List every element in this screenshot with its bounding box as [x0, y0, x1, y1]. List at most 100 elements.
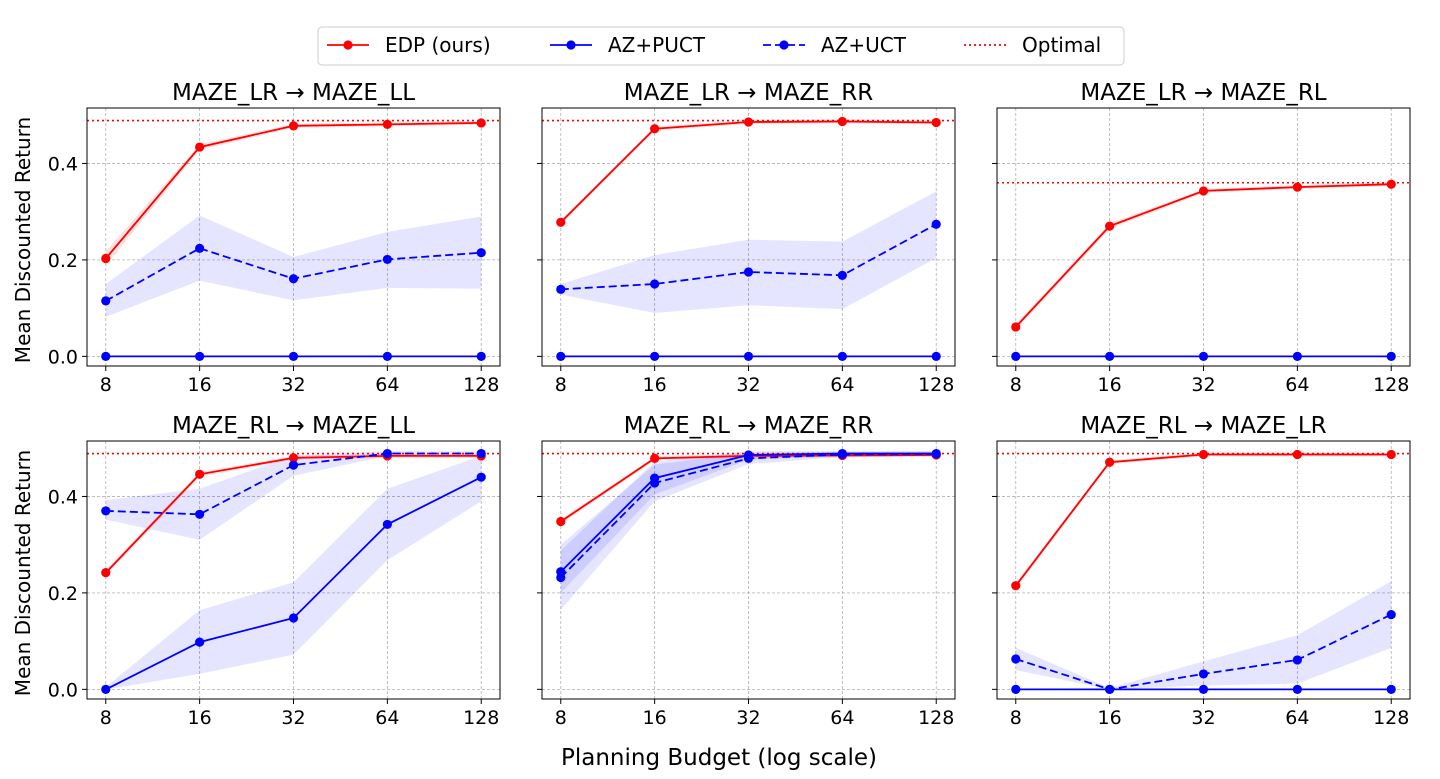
data-point [1386, 610, 1396, 620]
series-line [560, 223, 937, 291]
confidence-band [105, 215, 482, 317]
data-point [837, 351, 847, 361]
data-point [556, 284, 566, 294]
data-point [743, 117, 754, 127]
panel-title: MAZE_RL → MAZE_RR [624, 413, 873, 439]
x-tick-label: 64 [1285, 374, 1309, 396]
x-tick-label: 32 [736, 374, 760, 396]
data-point [556, 351, 566, 361]
legend-marker [343, 40, 353, 50]
x-tick-label: 128 [918, 707, 954, 729]
data-point [1386, 449, 1396, 460]
x-tick-label: 32 [1191, 707, 1215, 729]
panel-title: MAZE_RL → MAZE_LL [172, 413, 415, 439]
legend-marker [779, 40, 789, 50]
data-point [1386, 351, 1396, 361]
data-point [1292, 351, 1302, 361]
data-point [931, 448, 941, 459]
data-point [288, 613, 299, 623]
data-point [1105, 221, 1115, 231]
data-point [382, 448, 392, 459]
data-point [1105, 457, 1115, 467]
data-point [1198, 186, 1209, 196]
data-point [743, 351, 754, 361]
legend-label: Optimal [1022, 33, 1101, 57]
data-point [195, 243, 205, 253]
y-axis-label-bottom: Mean Discounted Return [11, 450, 35, 696]
y-tick-label: 0.0 [48, 346, 78, 368]
data-point [382, 119, 392, 129]
data-point [1198, 669, 1209, 679]
chart-panel: MAZE_LR → MAZE_RL 8 16 32 64 128 [992, 80, 1411, 396]
legend: EDP (ours) AZ+PUCT AZ+UCT Optimal [317, 26, 1125, 66]
x-tick-label: 128 [1373, 707, 1409, 729]
data-point [837, 448, 847, 459]
confidence-band [560, 451, 937, 610]
data-point [931, 219, 941, 229]
y-tick-label: 0.0 [48, 679, 78, 701]
data-point [195, 351, 205, 361]
chart-panel: MAZE_RL → MAZE_LR 8 16 32 64 128 [992, 413, 1411, 729]
legend-label: AZ+UCT [821, 33, 907, 57]
x-tick-label: 8 [555, 707, 567, 729]
legend-item: AZ+UCT [763, 33, 907, 57]
data-point [101, 684, 111, 694]
data-point [837, 270, 847, 280]
data-point [195, 637, 205, 647]
data-point [650, 124, 660, 134]
data-point [1105, 684, 1115, 694]
data-point [101, 506, 111, 516]
data-point [476, 472, 486, 482]
x-tick-label: 16 [1098, 374, 1122, 396]
x-tick-label: 16 [188, 374, 212, 396]
data-point [931, 351, 941, 361]
chart-panel: MAZE_LR → MAZE_LL 8 16 32 64 128 0.0 0.2 0.4 [48, 80, 501, 396]
x-tick-label: 8 [555, 374, 567, 396]
x-tick-label: 64 [375, 707, 399, 729]
data-point [101, 253, 111, 264]
x-tick-label: 8 [1010, 374, 1022, 396]
x-tick-label: 64 [375, 374, 399, 396]
data-point [288, 121, 299, 131]
chart-panel: MAZE_LR → MAZE_RR 8 16 32 64 128 [537, 80, 956, 396]
data-point [837, 116, 847, 127]
data-point [1198, 351, 1209, 361]
panel-title: MAZE_LR → MAZE_RR [624, 80, 873, 106]
x-tick-label: 32 [736, 707, 760, 729]
data-point [1292, 684, 1302, 694]
data-point [1292, 182, 1302, 192]
data-point [1386, 179, 1396, 189]
x-tick-label: 32 [281, 707, 305, 729]
x-tick-label: 32 [281, 374, 305, 396]
y-axis-label-top: Mean Discounted Return [11, 117, 35, 363]
data-point [1292, 655, 1302, 665]
data-point [743, 450, 754, 460]
legend-label: EDP (ours) [385, 33, 491, 57]
legend-item: AZ+PUCT [550, 33, 706, 57]
data-point [1011, 322, 1021, 332]
data-point [382, 351, 392, 361]
chart-panel: MAZE_RL → MAZE_RR 8 16 32 64 128 [537, 413, 956, 729]
data-point [476, 448, 486, 459]
data-point [556, 217, 566, 227]
data-point [101, 351, 111, 361]
y-tick-label: 0.4 [48, 153, 78, 175]
data-point [476, 248, 486, 258]
data-point [1386, 684, 1396, 694]
x-tick-label: 16 [643, 707, 667, 729]
data-point [650, 473, 660, 483]
data-point [382, 519, 392, 530]
panel-title: MAZE_RL → MAZE_LR [1080, 413, 1326, 439]
data-point [288, 460, 299, 470]
data-point [1198, 449, 1209, 460]
panel-title: MAZE_LR → MAZE_RL [1080, 80, 1326, 106]
data-point [288, 274, 299, 284]
legend-label: AZ+PUCT [608, 33, 706, 57]
data-point [1292, 449, 1302, 460]
data-point [743, 267, 754, 277]
x-tick-label: 128 [463, 707, 499, 729]
x-tick-label: 16 [188, 707, 212, 729]
data-point [101, 568, 111, 578]
x-tick-label: 64 [1285, 707, 1309, 729]
